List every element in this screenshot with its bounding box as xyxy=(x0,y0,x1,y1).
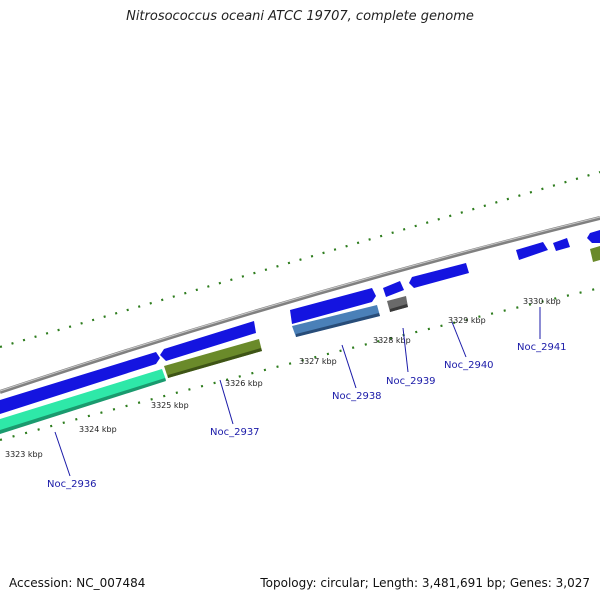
gene-label-noc-2936[interactable]: Noc_2936 xyxy=(47,479,97,490)
page-title: Nitrosococcus oceani ATCC 19707, complet… xyxy=(126,9,474,24)
gene-noc-2936-shade xyxy=(0,378,166,434)
kbp-label: 3324 kbp xyxy=(79,425,117,434)
gene-label-noc-2940[interactable]: Noc_2940 xyxy=(444,360,494,371)
outer-tick-ring xyxy=(0,170,600,349)
forward-strand-genes xyxy=(0,230,600,414)
gene-far-right-shape[interactable] xyxy=(590,246,600,262)
kbp-label: 3329 kbp xyxy=(448,316,486,325)
leader-line xyxy=(341,344,357,389)
gene-noc-2937-shade xyxy=(168,348,262,378)
leader-line xyxy=(54,431,71,477)
leader-line xyxy=(451,321,467,358)
leader-line xyxy=(402,327,409,373)
gene-forward-2[interactable] xyxy=(160,321,256,361)
gene-forward-3[interactable] xyxy=(290,288,376,324)
gene-label-noc-2937[interactable]: Noc_2937 xyxy=(210,427,260,438)
kbp-label: 3327 kbp xyxy=(299,357,337,366)
gene-forward-8[interactable] xyxy=(587,230,600,243)
gene-noc-2938-shape[interactable] xyxy=(292,305,380,337)
kbp-label: 3323 kbp xyxy=(5,450,43,459)
gene-forward-6[interactable] xyxy=(516,242,548,260)
reverse-strand-genes xyxy=(0,246,600,434)
genome-backbone xyxy=(0,216,600,394)
genome-summary-text: Topology: circular; Length: 3,481,691 bp… xyxy=(260,576,590,590)
gene-leader-lines xyxy=(54,307,541,477)
kbp-label: 3328 kbp xyxy=(373,336,411,345)
gene-forward-5[interactable] xyxy=(409,263,469,288)
gene-noc-2939-shade xyxy=(390,304,408,312)
gene-label-noc-2938[interactable]: Noc_2938 xyxy=(332,391,382,402)
gene-label-noc-2939[interactable]: Noc_2939 xyxy=(386,376,436,387)
gene-noc-2938-shade xyxy=(296,313,380,337)
leader-line xyxy=(219,379,234,425)
kbp-label: 3326 kbp xyxy=(225,379,263,388)
gene-label-noc-2941[interactable]: Noc_2941 xyxy=(517,342,567,353)
gene-labels: Noc_2936 Noc_2937 Noc_2938 Noc_2939 Noc_… xyxy=(47,342,567,490)
gene-noc-2937-shape[interactable] xyxy=(164,339,262,378)
gene-forward-4[interactable] xyxy=(383,281,404,297)
kbp-scale-labels: 3323 kbp 3324 kbp 3325 kbp 3326 kbp 3327… xyxy=(5,297,561,459)
kbp-label: 3330 kbp xyxy=(523,297,561,306)
genome-backbone-highlight xyxy=(0,216,600,392)
gene-forward-7[interactable] xyxy=(553,238,570,251)
kbp-label: 3325 kbp xyxy=(151,401,189,410)
accession-text: Accession: NC_007484 xyxy=(9,576,146,590)
gene-forward-1[interactable] xyxy=(0,352,160,414)
